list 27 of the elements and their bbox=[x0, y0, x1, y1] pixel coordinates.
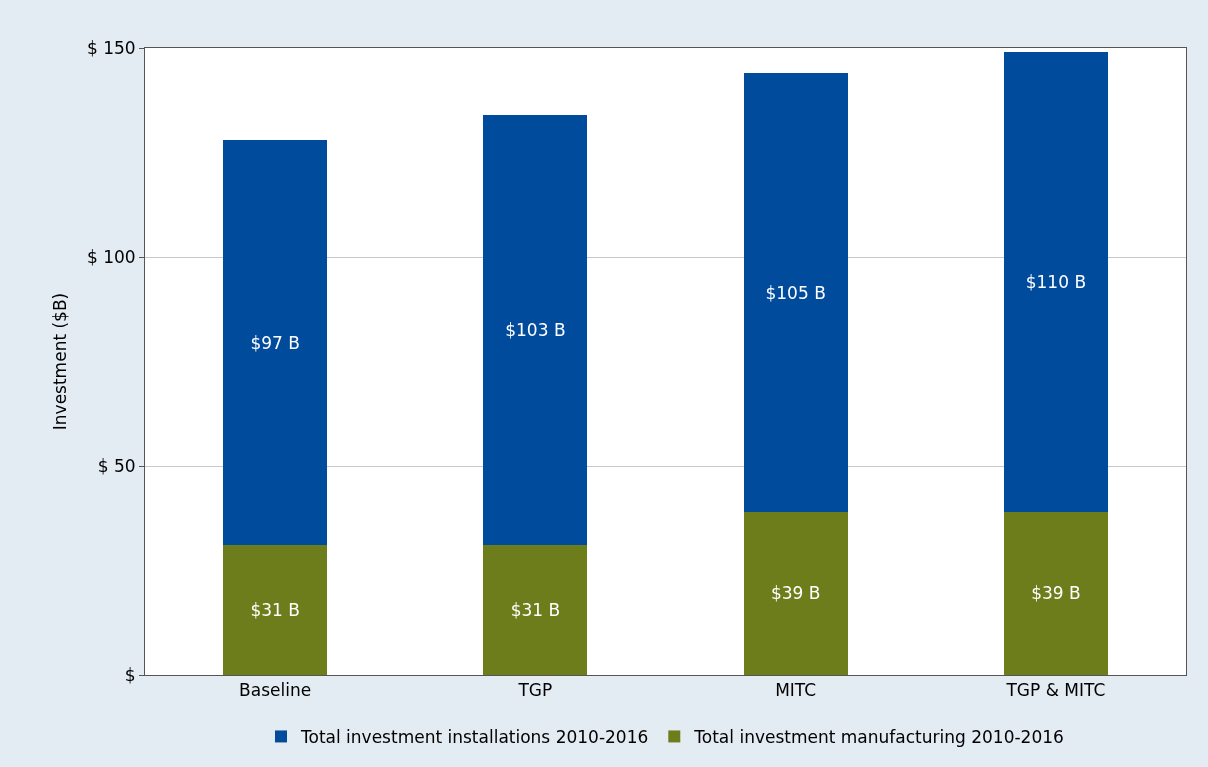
bar bbox=[1003, 52, 1108, 512]
data-label: $97 B bbox=[250, 332, 300, 353]
bar bbox=[743, 73, 848, 512]
data-label: $39 B bbox=[770, 583, 821, 604]
data-label: $103 B bbox=[505, 320, 566, 341]
x-tick-label: TGP & MITC bbox=[1005, 680, 1106, 701]
y-tick-label: $ 50 bbox=[97, 455, 136, 476]
legend-label: Total investment manufacturing 2010-2016 bbox=[693, 727, 1064, 748]
x-tick-label: MITC bbox=[775, 680, 817, 701]
x-tick-label: TGP bbox=[517, 680, 553, 701]
data-label: $110 B bbox=[1025, 272, 1087, 293]
y-tick-label: $ 150 bbox=[86, 37, 136, 58]
x-tick-label: Baseline bbox=[239, 680, 312, 701]
data-label: $31 B bbox=[510, 600, 561, 621]
bar bbox=[1003, 511, 1108, 675]
data-label: $39 B bbox=[1031, 583, 1081, 604]
y-tick-label: $ bbox=[124, 664, 136, 685]
bar bbox=[483, 545, 588, 675]
y-tick-label: $ 100 bbox=[86, 246, 136, 267]
legend-label: Total investment installations 2010-2016 bbox=[300, 727, 649, 748]
bar bbox=[483, 114, 588, 546]
bar bbox=[223, 139, 328, 546]
bar bbox=[223, 545, 328, 675]
data-label: $105 B bbox=[765, 282, 826, 303]
data-label: $31 B bbox=[250, 600, 300, 621]
bar bbox=[743, 511, 848, 675]
y-axis-title: Investment ($B) bbox=[50, 292, 71, 431]
